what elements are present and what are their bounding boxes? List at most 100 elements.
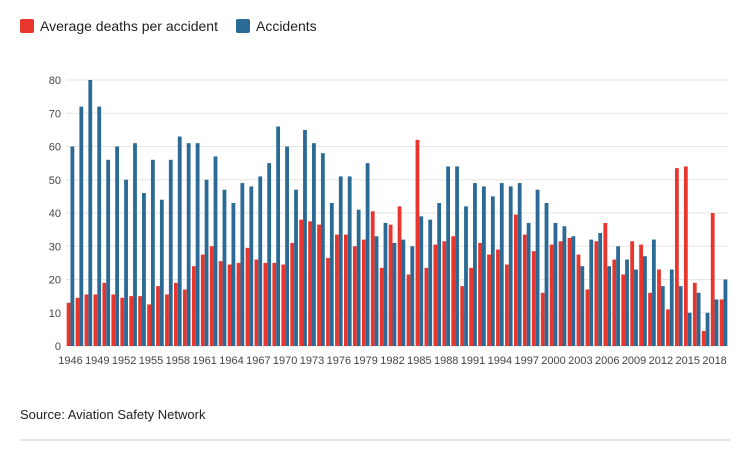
bar	[473, 183, 477, 346]
bar	[236, 262, 241, 346]
bar	[415, 139, 420, 346]
bar	[464, 206, 468, 346]
x-tick-label: 1946	[58, 355, 82, 367]
bar	[607, 266, 612, 346]
bar	[562, 226, 567, 346]
bar	[424, 267, 429, 346]
bar	[714, 299, 719, 346]
x-tick-label: 1991	[461, 355, 485, 367]
bar	[481, 186, 486, 346]
bar	[625, 259, 629, 346]
bar	[517, 183, 522, 346]
bar	[320, 153, 325, 346]
bar	[200, 254, 205, 346]
bar	[442, 241, 447, 346]
bar	[558, 241, 563, 346]
bar	[133, 143, 137, 346]
bar	[218, 261, 223, 346]
bar	[660, 286, 665, 346]
bar	[347, 176, 352, 346]
x-tick-label: 1961	[192, 355, 216, 367]
y-tick-label: 20	[49, 275, 61, 287]
source-note: Source: Aviation Safety Network	[20, 407, 206, 422]
bar	[410, 246, 415, 346]
bar	[209, 246, 214, 346]
x-tick-label: 2012	[649, 355, 673, 367]
bar	[374, 236, 379, 346]
bar	[639, 244, 644, 346]
bar	[674, 168, 679, 346]
bar	[496, 249, 500, 346]
x-tick-label: 1970	[273, 355, 297, 367]
bar	[666, 309, 670, 346]
x-tick-label: 1952	[112, 355, 136, 367]
x-tick-label: 1997	[514, 355, 538, 367]
bar	[544, 203, 549, 346]
bar	[696, 292, 701, 346]
bar	[392, 242, 397, 346]
bar	[312, 143, 316, 346]
bar	[338, 176, 343, 346]
bar	[388, 224, 393, 346]
bar	[222, 189, 227, 346]
x-tick-label: 1964	[219, 355, 243, 367]
x-tick-label: 1967	[246, 355, 270, 367]
x-tick-label: 2009	[622, 355, 646, 367]
bar	[168, 159, 173, 346]
bar	[460, 286, 465, 346]
bar	[276, 126, 281, 346]
bar	[290, 242, 295, 346]
bar	[174, 282, 178, 346]
bar	[419, 216, 424, 346]
bar	[281, 264, 286, 346]
bar	[326, 257, 330, 346]
bar	[129, 296, 134, 346]
bar	[710, 213, 715, 346]
bar	[576, 254, 581, 346]
x-tick-label: 2018	[702, 355, 726, 367]
bar	[589, 239, 594, 346]
x-tick-label: 1955	[139, 355, 163, 367]
bar	[165, 294, 169, 346]
bar	[272, 262, 277, 346]
bar	[308, 221, 313, 346]
y-tick-label: 0	[55, 341, 61, 353]
bar	[651, 239, 656, 346]
bar	[487, 254, 491, 346]
bar	[553, 222, 558, 346]
bar	[249, 186, 254, 346]
bar	[303, 129, 307, 346]
bar	[683, 166, 688, 346]
bar	[513, 214, 518, 346]
y-tick-label: 40	[49, 208, 61, 220]
bar	[705, 312, 710, 346]
x-tick-label: 1973	[300, 355, 324, 367]
y-tick-label: 70	[49, 108, 61, 120]
bar	[657, 269, 661, 346]
x-tick-label: 1982	[380, 355, 404, 367]
bar	[361, 239, 366, 346]
bar	[469, 267, 474, 346]
bar	[335, 234, 339, 346]
bar	[195, 143, 200, 346]
bar	[379, 267, 384, 346]
bar	[719, 299, 724, 346]
bar	[531, 251, 536, 346]
bar	[522, 234, 527, 346]
bar	[692, 282, 697, 346]
legend-swatch	[235, 19, 250, 33]
bar	[455, 166, 459, 346]
bar	[446, 166, 451, 346]
bar	[437, 203, 442, 346]
bar	[406, 274, 411, 346]
bar	[499, 183, 504, 346]
bar	[156, 286, 160, 346]
x-tick-label: 2000	[541, 355, 565, 367]
bar	[630, 241, 635, 346]
bar	[150, 159, 155, 346]
bar	[612, 259, 617, 346]
x-tick-label: 1985	[407, 355, 431, 367]
x-tick-label: 1958	[166, 355, 190, 367]
bar	[102, 282, 107, 346]
